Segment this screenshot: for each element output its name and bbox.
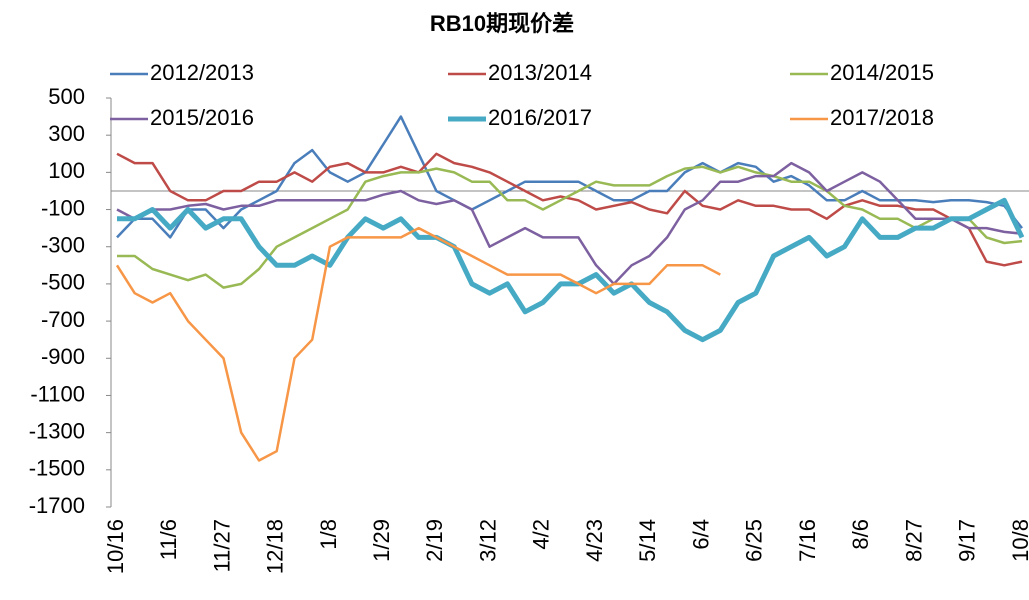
x-tick-label: 11/27 (209, 519, 234, 572)
y-tick-label: 300 (48, 121, 85, 146)
series-line (116, 115, 1023, 239)
legend-label: 2013/2014 (488, 60, 592, 85)
x-tick-label: 8/27 (901, 519, 926, 562)
x-tick-label: 11/6 (156, 519, 181, 560)
series-line (117, 197, 1025, 343)
x-tick-label: 6/4 (688, 519, 713, 550)
x-tick-label: 8/6 (848, 519, 873, 550)
series-line (116, 152, 1023, 267)
y-tick-label: -100 (41, 195, 85, 220)
x-tick-label: 5/14 (635, 519, 660, 562)
legend-label: 2014/2015 (830, 60, 934, 85)
legend-label: 2015/2016 (150, 105, 254, 130)
x-tick-label: 10/16 (103, 519, 128, 574)
y-tick-label: -700 (41, 307, 85, 332)
series-line (116, 161, 1023, 286)
series-line (115, 226, 721, 462)
y-tick-label: 100 (48, 158, 85, 183)
x-tick-label: 10/8 (1008, 519, 1029, 562)
x-tick-label: 3/12 (475, 519, 500, 562)
legend-label: 2012/2013 (150, 60, 254, 85)
x-tick-label: 2/19 (422, 519, 447, 562)
x-tick-label: 1/29 (369, 519, 394, 562)
y-tick-label: -1700 (29, 493, 85, 518)
y-tick-label: -300 (41, 233, 85, 258)
y-tick-label: -1500 (29, 456, 85, 481)
x-tick-label: 7/16 (795, 519, 820, 562)
x-tick-label: 12/18 (263, 519, 288, 574)
y-tick-label: -900 (41, 344, 85, 369)
y-tick-label: -500 (41, 270, 85, 295)
y-tick-label: -1300 (29, 418, 85, 443)
y-tick-label: -1100 (30, 381, 85, 406)
x-tick-label: 4/23 (582, 519, 607, 562)
y-tick-label: 500 (48, 84, 85, 109)
x-tick-label: 4/2 (529, 519, 554, 550)
x-tick-label: 9/17 (955, 519, 980, 562)
x-tick-label: 1/8 (316, 519, 341, 550)
legend-label: 2016/2017 (488, 105, 592, 130)
legend-label: 2017/2018 (830, 105, 934, 130)
x-tick-label: 6/25 (742, 519, 767, 562)
chart-title: RB10期现价差 (430, 11, 574, 36)
